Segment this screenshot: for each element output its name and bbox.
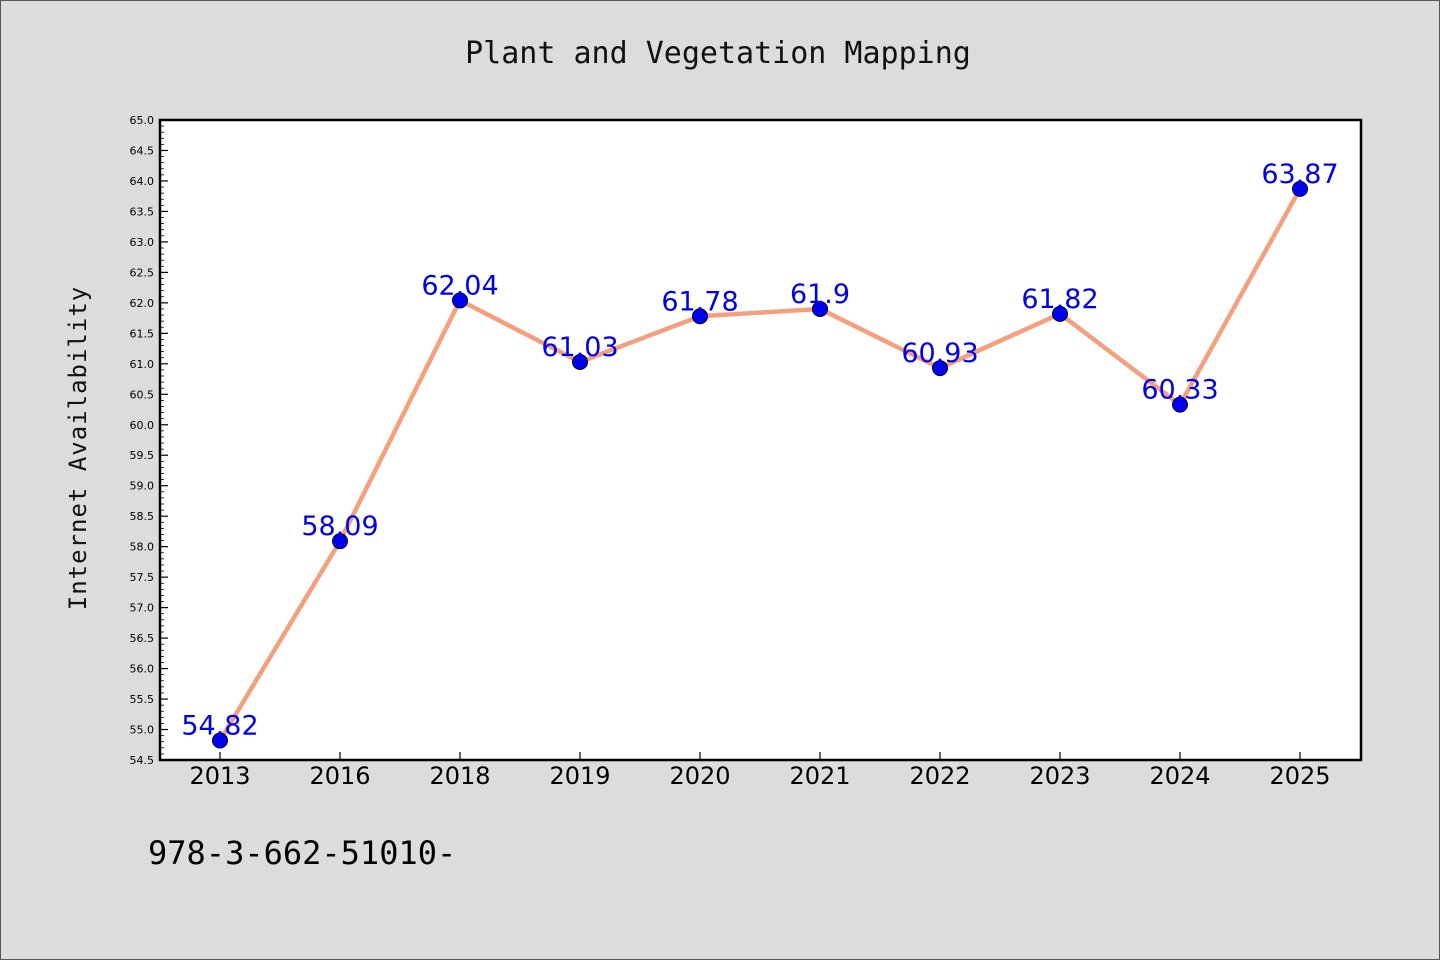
plot-frame — [158, 118, 1363, 762]
plot-area — [160, 120, 1361, 760]
x-tick-label: 2024 — [1149, 762, 1210, 790]
x-tick-label: 2025 — [1269, 762, 1330, 790]
x-tick-label: 2018 — [429, 762, 490, 790]
chart-title: Plant and Vegetation Mapping — [465, 36, 971, 71]
y-tick-label: 57.5 — [130, 571, 155, 584]
data-label: 60.93 — [901, 338, 978, 369]
data-label: 61.82 — [1021, 284, 1098, 315]
y-tick-label: 58.5 — [130, 510, 155, 523]
data-point — [452, 292, 468, 309]
data-point — [1292, 180, 1308, 197]
y-tick-label: 62.5 — [130, 266, 155, 279]
y-tick-label: 55.5 — [130, 693, 155, 706]
data-label: 61.9 — [790, 279, 850, 310]
footer-code: 978-3-662-51010- — [148, 834, 456, 872]
y-tick-label: 65.0 — [130, 114, 155, 127]
y-tick-label: 62.0 — [130, 297, 155, 310]
x-axis-ticks: 2013 2016 2018 2019 2020 2021 2022 2023 2024 2025 — [189, 752, 1331, 790]
y-tick-label: 57.0 — [130, 602, 155, 615]
y-tick-label: 63.0 — [130, 236, 155, 249]
y-axis-label: Internet Availability — [64, 286, 92, 610]
data-point — [572, 353, 588, 370]
data-point — [1052, 305, 1068, 322]
y-tick-label: 58.0 — [130, 541, 155, 554]
x-tick-label: 2023 — [1029, 762, 1090, 790]
x-tick-label: 2021 — [789, 762, 850, 790]
x-tick-label: 2022 — [909, 762, 970, 790]
y-tick-label: 61.5 — [130, 327, 155, 340]
y-tick-label: 54.5 — [130, 754, 155, 767]
x-tick-label: 2020 — [669, 762, 730, 790]
x-tick-label: 2019 — [549, 762, 610, 790]
data-label: 63.87 — [1261, 159, 1338, 190]
data-point — [692, 308, 708, 325]
y-tick-label: 60.5 — [130, 388, 155, 401]
y-tick-label: 59.5 — [130, 449, 155, 462]
data-point — [932, 360, 948, 377]
data-label: 60.33 — [1141, 375, 1218, 406]
data-point — [1172, 396, 1188, 413]
data-label: 58.09 — [301, 511, 378, 542]
data-point — [212, 732, 228, 749]
data-point — [332, 533, 348, 550]
x-tick-label: 2013 — [189, 762, 250, 790]
data-label: 61.78 — [661, 286, 738, 317]
data-point — [812, 300, 828, 317]
data-label: 54.82 — [181, 710, 258, 741]
x-tick-label: 2016 — [309, 762, 370, 790]
data-label: 61.03 — [541, 332, 618, 363]
series-layer: 54.82 58.09 62.04 61.03 61.78 61.9 60.93 61.82 6… — [181, 159, 1339, 749]
y-tick-label: 55.0 — [130, 724, 155, 737]
y-tick-label: 59.0 — [130, 480, 155, 493]
data-label: 62.04 — [421, 270, 498, 301]
y-tick-label: 64.0 — [130, 175, 155, 188]
y-tick-label: 60.0 — [130, 419, 155, 432]
y-tick-label: 64.5 — [130, 144, 155, 157]
y-tick-label: 56.5 — [130, 632, 155, 645]
series-line — [217, 186, 1303, 743]
y-tick-label: 56.0 — [130, 663, 155, 676]
y-tick-label: 63.5 — [130, 205, 155, 218]
y-tick-label: 61.0 — [130, 358, 155, 371]
